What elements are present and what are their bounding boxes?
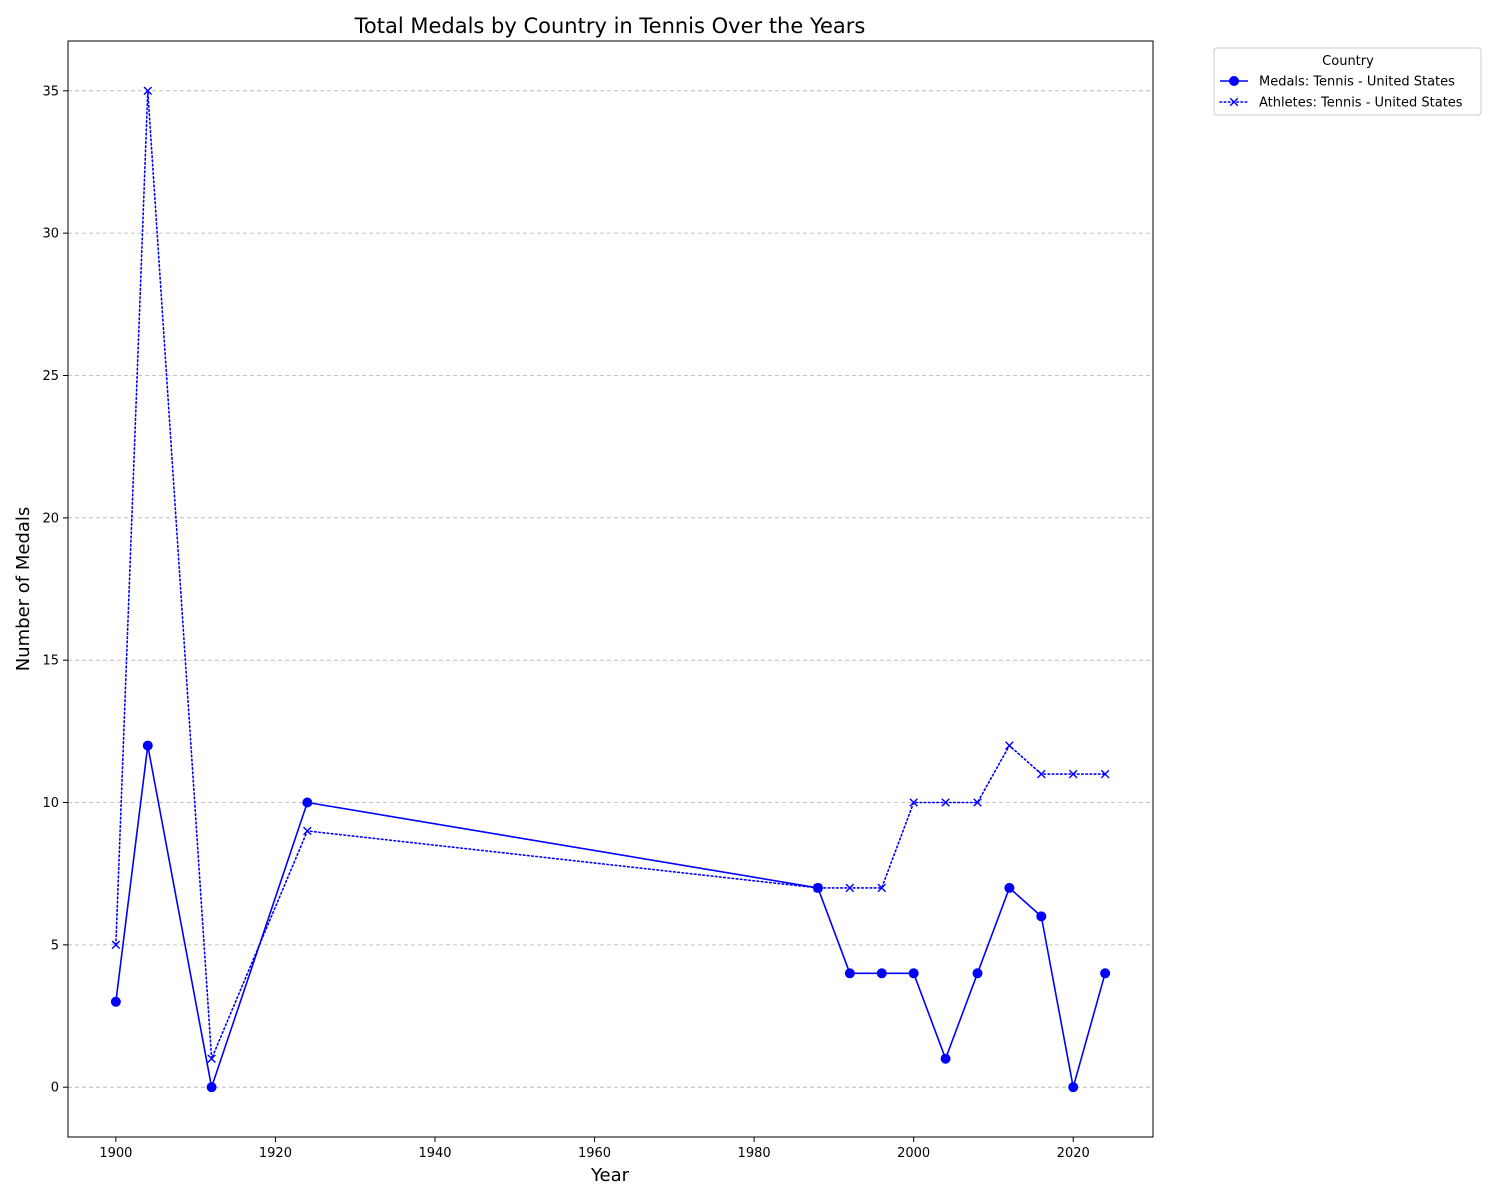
plot-frame <box>67 40 1154 1138</box>
y-tick-label: 15 <box>42 654 59 669</box>
series-medals <box>110 740 1111 1093</box>
series-layer <box>110 86 1111 1093</box>
data-point-athletes <box>1100 769 1110 779</box>
y-axis-label: Number of Medals <box>13 507 34 672</box>
data-point-athletes <box>909 798 918 807</box>
chart-title: Total Medals by Country in Tennis Over t… <box>354 14 866 38</box>
data-point-athletes <box>1005 741 1014 750</box>
legend-entries: Medals: Tennis - United States Athletes: … <box>1219 75 1463 111</box>
data-point-medals <box>812 882 823 893</box>
gridlines <box>68 90 1153 1088</box>
y-tick-label: 10 <box>42 796 59 811</box>
x-tick-label: 1920 <box>259 1146 292 1161</box>
legend-marker-athletes <box>1229 97 1239 107</box>
y-tick-label: 25 <box>42 369 59 384</box>
data-point-athletes <box>207 1054 216 1064</box>
data-point-medals <box>302 797 313 808</box>
data-point-medals <box>1036 911 1047 922</box>
ticks: 0 5 10 15 20 25 30 35 1900 1920 1940 1960 1980 2000 20… <box>42 84 1089 1161</box>
y-tick-label: 30 <box>42 227 59 242</box>
series-line-medals <box>115 744 1106 1088</box>
legend-title: Country <box>1322 54 1374 69</box>
data-point-athletes <box>941 798 950 807</box>
legend-label-athletes: Athletes: Tennis - United States <box>1259 96 1463 111</box>
data-point-medals <box>844 968 855 979</box>
data-point-athletes <box>877 883 887 893</box>
series-line-athletes <box>115 90 1106 1060</box>
data-point-medals <box>876 968 887 979</box>
data-point-athletes <box>845 883 855 893</box>
x-tick-label: 1960 <box>578 1146 611 1161</box>
data-point-medals <box>142 740 153 751</box>
data-point-athletes <box>143 86 153 96</box>
x-tick-label: 2020 <box>1057 1146 1090 1161</box>
x-axis-label: Year <box>590 1165 630 1186</box>
legend-label-medals: Medals: Tennis - United States <box>1259 75 1455 90</box>
y-tick-label: 0 <box>51 1081 59 1096</box>
y-tick-label: 5 <box>51 938 59 953</box>
y-tick-label: 35 <box>42 84 59 99</box>
data-point-medals <box>110 996 121 1007</box>
data-point-athletes <box>303 826 312 836</box>
legend: Country Medals: Tennis - United States At… <box>1213 47 1482 116</box>
legend-entry-medals: Medals: Tennis - United States <box>1220 75 1455 90</box>
x-tick-label: 1980 <box>738 1146 771 1161</box>
data-point-medals <box>1068 1082 1079 1093</box>
legend-entry-athletes: Athletes: Tennis - United States <box>1219 96 1463 111</box>
data-point-medals <box>940 1053 951 1064</box>
data-point-athletes <box>1037 769 1046 779</box>
data-point-athletes <box>111 940 121 950</box>
data-point-athletes <box>973 798 982 807</box>
data-point-medals <box>1100 968 1111 979</box>
y-tick-label: 20 <box>42 511 59 526</box>
x-tick-label: 1940 <box>418 1146 451 1161</box>
data-point-medals <box>1004 882 1015 893</box>
x-tick-label: 1900 <box>99 1146 132 1161</box>
data-point-athletes <box>1068 769 1078 779</box>
axes <box>67 40 1154 1138</box>
legend-box <box>1213 47 1482 116</box>
data-point-medals <box>972 968 983 979</box>
data-point-medals <box>908 968 919 979</box>
legend-marker-medals <box>1229 76 1239 86</box>
data-point-medals <box>206 1082 217 1093</box>
x-tick-label: 2000 <box>897 1146 930 1161</box>
